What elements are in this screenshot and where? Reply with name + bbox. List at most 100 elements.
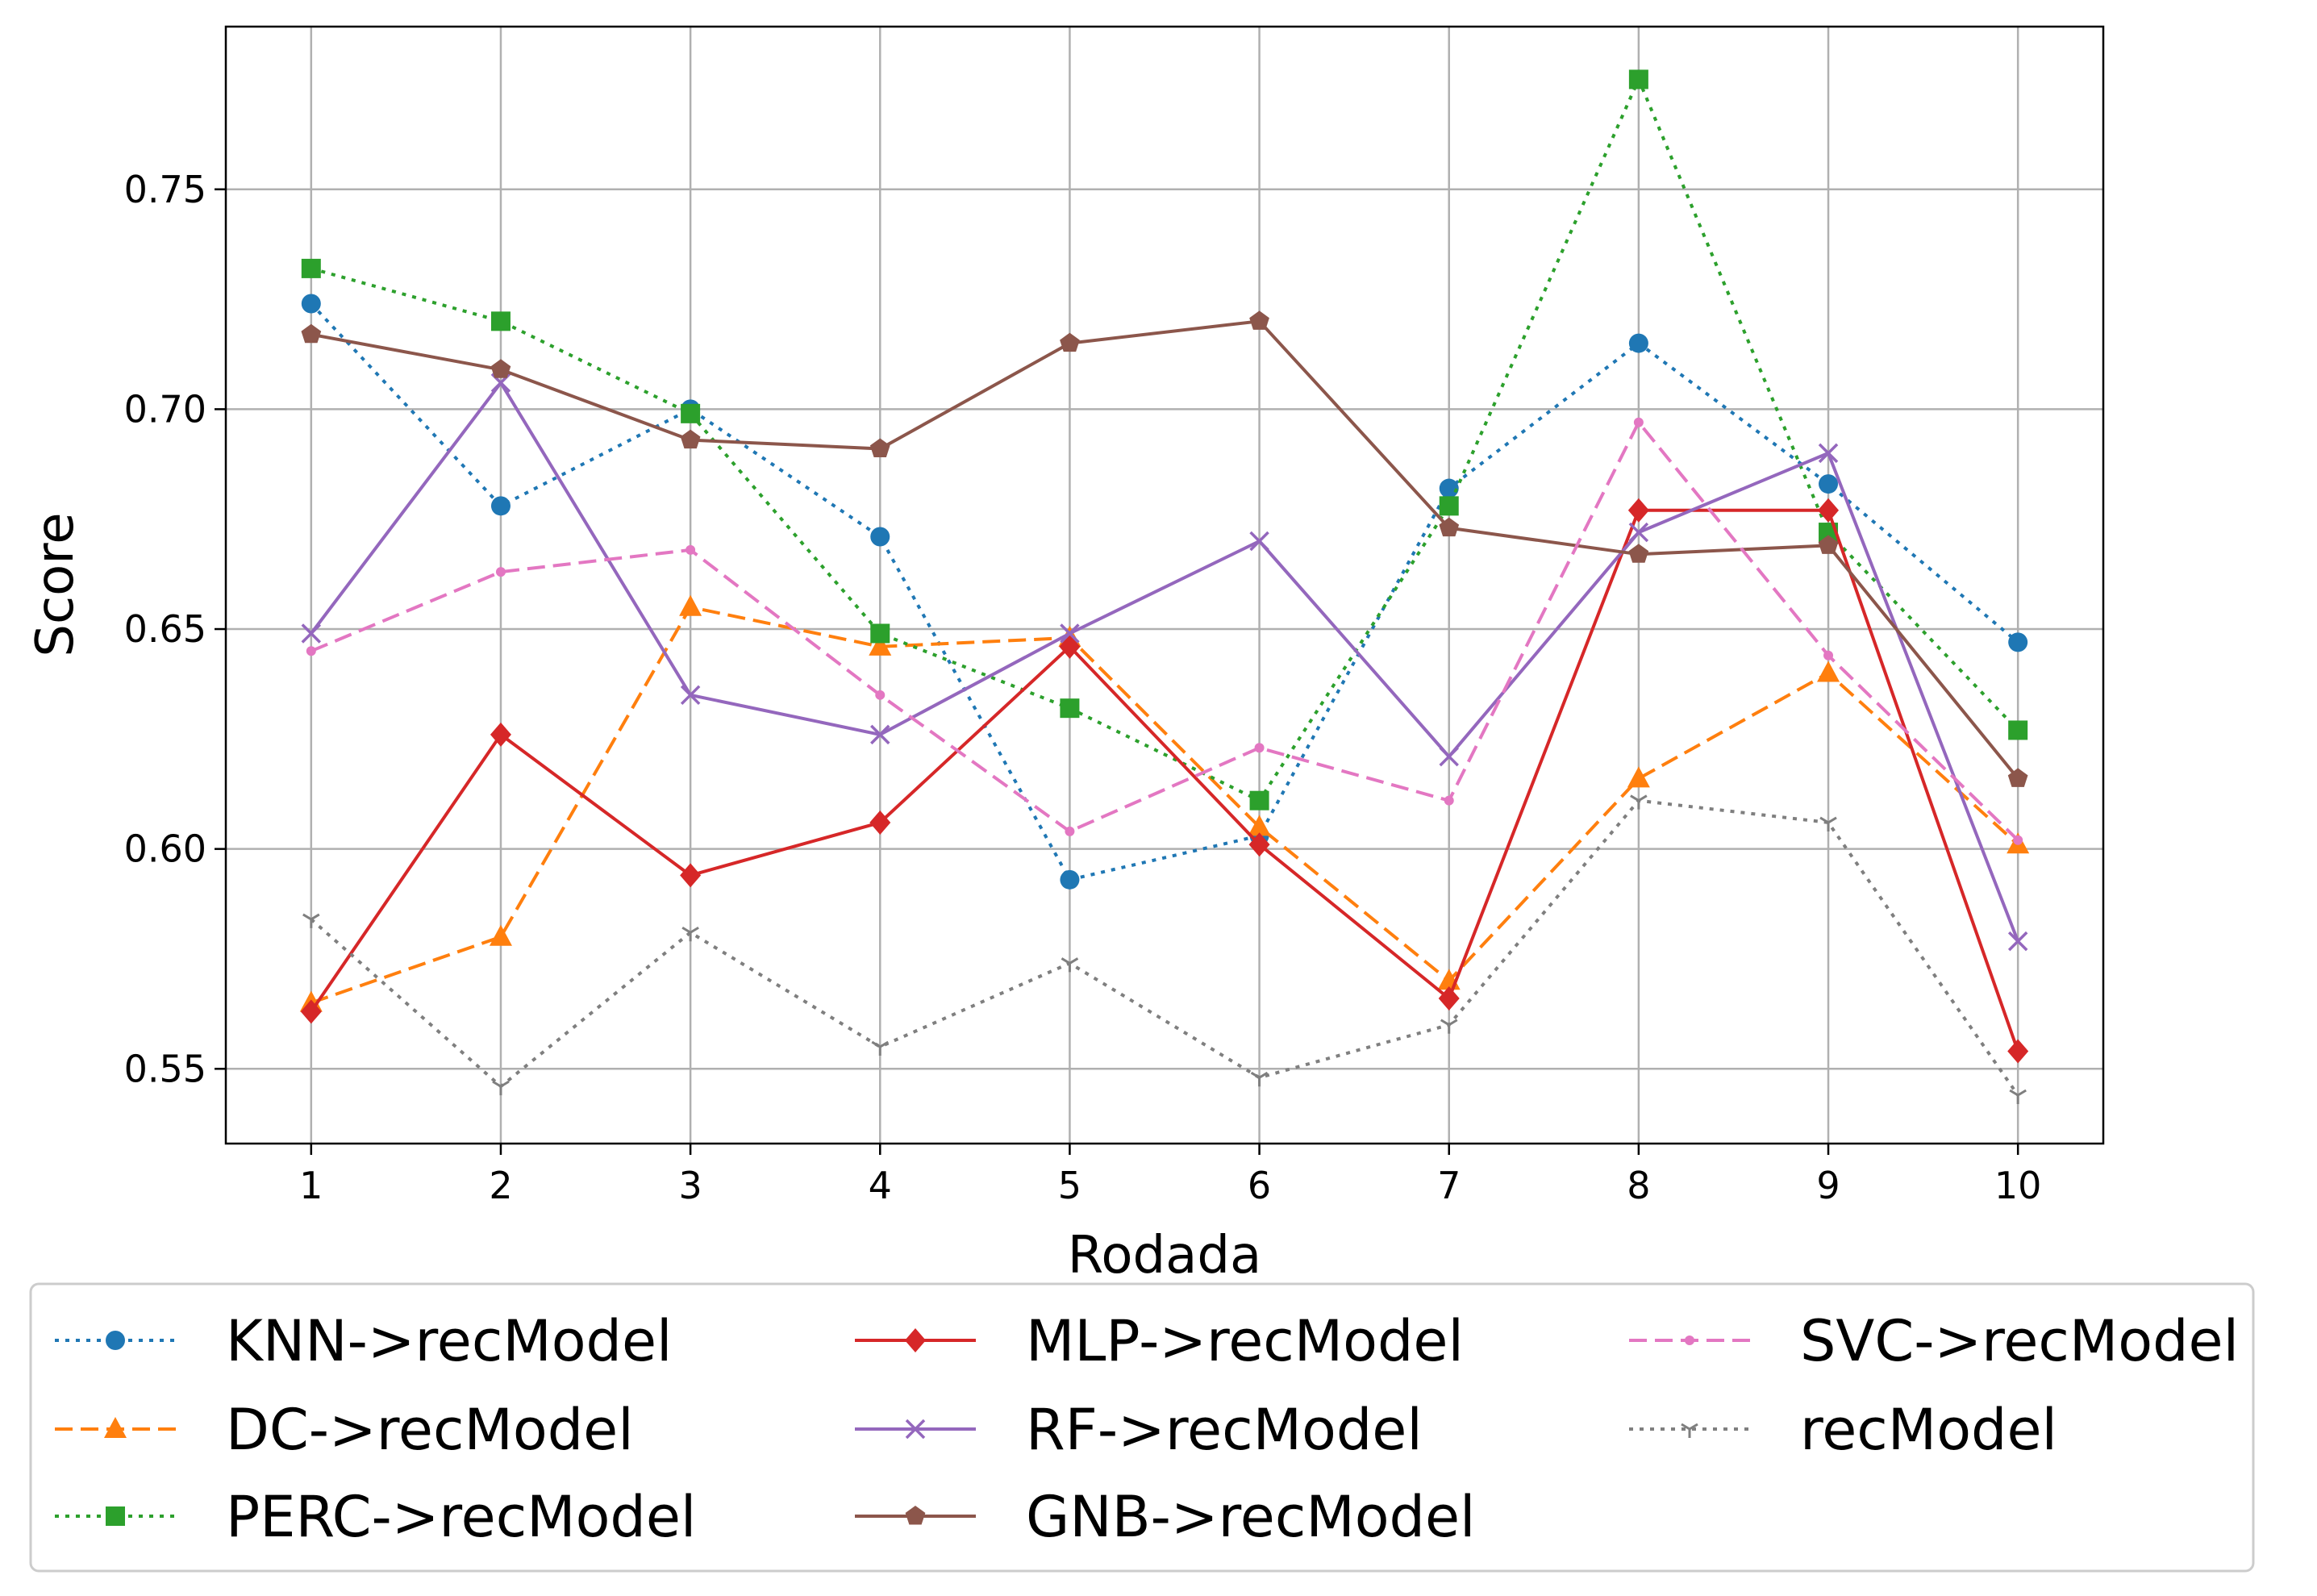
data-point (1440, 1019, 1458, 1034)
data-point (301, 294, 321, 314)
x-tick-label: 7 (1437, 1164, 1461, 1207)
data-point (1438, 986, 1460, 1011)
data-point (490, 311, 510, 331)
x-axis-label: Rodada (1068, 1226, 1261, 1286)
series-recmodel (302, 794, 2027, 1105)
data-point (1630, 794, 1648, 810)
data-point (2008, 720, 2028, 740)
data-point (2013, 835, 2023, 845)
x-tick-label: 1 (299, 1164, 323, 1207)
x-tick-label: 5 (1058, 1164, 1081, 1207)
data-point (869, 810, 891, 835)
legend-marker (106, 1506, 125, 1526)
data-point (870, 724, 890, 745)
data-point (1633, 417, 1644, 427)
data-point (1248, 815, 1271, 836)
y-axis-label: Score (26, 512, 85, 656)
legend-label: GNB->recModel (1026, 1484, 1476, 1550)
series-gnb-recmodel (301, 310, 2028, 787)
legend-entry: KNN->recModel (55, 1308, 673, 1374)
data-point (1819, 816, 1837, 831)
data-point (1249, 531, 1269, 552)
data-point (1819, 474, 1839, 494)
data-point (1627, 498, 1649, 523)
legend: KNN->recModel DC->recModel PERC->recModel M… (29, 1282, 2255, 1573)
legend-marker (905, 1506, 926, 1525)
data-point (1060, 698, 1080, 719)
legend-entry: GNB->recModel (855, 1484, 1476, 1550)
legend-entry: recModel (1629, 1397, 2057, 1463)
data-point (1823, 650, 1834, 660)
data-point (1628, 69, 1648, 90)
legend-marker (104, 1417, 127, 1438)
x-tick-label: 10 (1994, 1164, 2042, 1207)
data-point (1439, 496, 1459, 516)
legend-label: RF->recModel (1026, 1397, 1423, 1463)
series-rf-recmodel (301, 373, 2028, 952)
data-point (302, 913, 320, 928)
x-tick-label: 4 (869, 1164, 892, 1207)
plot-area-frame (224, 25, 2105, 1145)
series-line (310, 77, 2019, 802)
data-point (875, 690, 886, 700)
x-tick-label: 2 (489, 1164, 512, 1207)
legend-marker (905, 1328, 926, 1352)
legend-marker (106, 1331, 125, 1350)
series-line (310, 302, 2019, 881)
data-point (1818, 443, 1839, 464)
legend-frame (29, 1282, 2255, 1573)
legend-label: DC->recModel (226, 1397, 634, 1463)
data-point (306, 646, 316, 656)
data-point (490, 722, 511, 747)
series-mlp-recmodel (300, 498, 2029, 1064)
data-point (490, 496, 510, 516)
data-point (1439, 746, 1459, 767)
series-line (310, 508, 2020, 1052)
data-point (1250, 1071, 1269, 1087)
legend-entry: DC->recModel (55, 1397, 634, 1463)
legend-marker (1685, 1336, 1694, 1345)
data-point (301, 323, 322, 344)
data-point (679, 594, 702, 616)
data-point (2009, 1089, 2027, 1105)
data-point (492, 1080, 510, 1096)
grid-lines (226, 27, 2103, 1144)
x-tick-label: 3 (678, 1164, 702, 1207)
x-tick-label: 6 (1248, 1164, 1271, 1207)
data-point (681, 403, 701, 423)
data-point (2008, 632, 2028, 652)
legend-label: MLP->recModel (1026, 1308, 1464, 1374)
data-point (489, 924, 512, 946)
data-point (1628, 544, 1649, 563)
data-point (1065, 826, 1075, 836)
data-point (301, 623, 322, 644)
data-point (1439, 517, 1460, 537)
data-point (2007, 931, 2028, 952)
y-tick-label: 0.65 (124, 607, 206, 651)
data-point (1060, 869, 1080, 890)
data-point (680, 685, 701, 706)
data-point (1060, 623, 1080, 644)
series-layer (299, 69, 2030, 1105)
series-line (310, 605, 2019, 1005)
data-point (1818, 498, 1840, 523)
legend-label: SVC->recModel (1800, 1308, 2239, 1374)
data-point (1249, 310, 1269, 330)
y-tick-label: 0.75 (124, 168, 206, 211)
data-point (680, 429, 701, 449)
legend-entry: PERC->recModel (55, 1484, 696, 1550)
data-point (490, 359, 511, 378)
data-point (681, 926, 699, 942)
data-point (869, 634, 892, 656)
x-tick-label: 8 (1627, 1164, 1650, 1207)
data-point (871, 1040, 890, 1056)
data-point (870, 527, 890, 547)
data-point (2007, 1039, 2029, 1064)
series-line (310, 420, 2019, 842)
data-point (1439, 478, 1459, 498)
data-point (1060, 332, 1080, 352)
data-point (1254, 743, 1265, 753)
data-point (301, 258, 321, 278)
legend-entry: MLP->recModel (855, 1308, 1464, 1374)
